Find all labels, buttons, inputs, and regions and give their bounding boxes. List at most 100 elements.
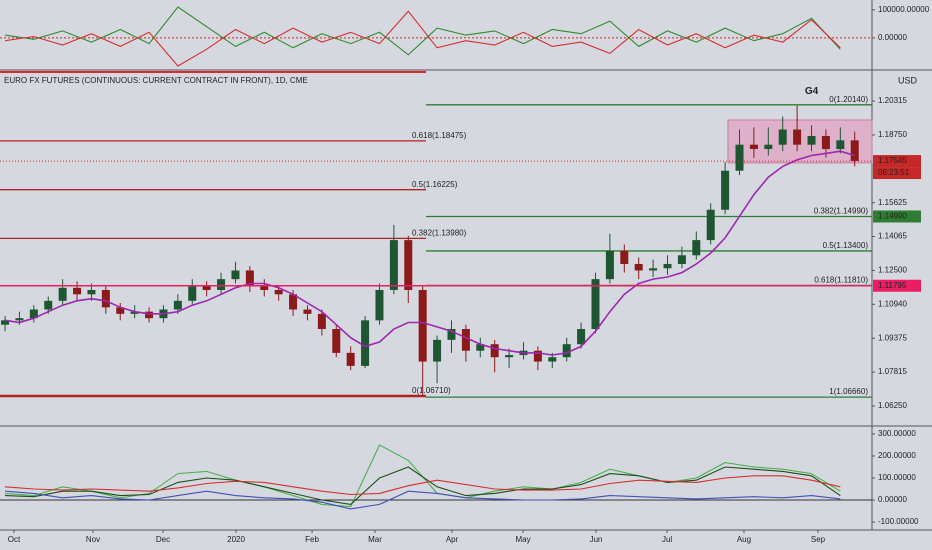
y-tick-label: 100.00000 (878, 473, 916, 482)
fib-label: 0.5(1.16225) (412, 180, 458, 189)
y-tick-label: 1.20315 (878, 96, 907, 105)
candle-body (663, 263, 672, 269)
x-tick-label: Oct (8, 535, 21, 544)
candle-body (706, 209, 715, 241)
countdown-box (873, 167, 921, 180)
candle-body (130, 311, 139, 314)
countdown: 06:23:51 (878, 168, 910, 177)
x-tick-label: Jul (662, 535, 672, 544)
candle-body (303, 309, 312, 314)
candle-body (562, 344, 571, 358)
candle-body (332, 329, 341, 353)
y-tick-label: 0.00000 (878, 495, 907, 504)
candle-body (634, 263, 643, 271)
candle-body (476, 344, 485, 351)
price-marker (873, 155, 921, 168)
chart-title: EURO FX FUTURES (CONTINUOUS: CURRENT CON… (4, 76, 308, 85)
candle-body (836, 140, 845, 150)
candle-body (605, 250, 614, 280)
y-tick-label: 1.10940 (878, 299, 907, 308)
price-marker-label: 1.14990 (878, 212, 907, 221)
y-tick-label: 1.06250 (878, 401, 907, 410)
candle-body (116, 307, 125, 314)
candle-body (721, 170, 730, 210)
candle-body (101, 289, 110, 308)
candle-body (231, 270, 240, 280)
candle-body (591, 279, 600, 330)
fib-label: 0.618(1.11810) (814, 276, 868, 285)
y-tick-label: 200.00000 (878, 451, 916, 460)
x-tick-label: 2020 (227, 535, 245, 544)
y-tick-label: 1.07815 (878, 367, 907, 376)
fib-label: 0.618(1.18475) (412, 131, 467, 140)
candle-body (389, 240, 398, 290)
candle-body (447, 329, 456, 340)
candle-body (677, 255, 686, 264)
candle-body (461, 329, 470, 351)
candle-body (173, 300, 182, 310)
series-line (4, 6, 841, 56)
fib-label: 0.382(1.14990) (814, 207, 869, 216)
candle-body (87, 289, 96, 295)
candle-body (217, 279, 226, 290)
candle-body (850, 140, 859, 161)
series-line (4, 490, 841, 510)
candle-body (73, 287, 82, 295)
y-tick-label: 300.00000 (878, 429, 916, 438)
candle-body (274, 289, 283, 295)
candle-body (289, 294, 298, 310)
candle-body (735, 144, 744, 171)
fib-label: 0(1.06710) (412, 386, 451, 395)
candle-body (620, 250, 629, 264)
candle-body (692, 240, 701, 256)
candle-body (649, 268, 658, 271)
candle-body (375, 289, 384, 321)
candle-body (404, 240, 413, 290)
candle-body (361, 320, 370, 366)
y-tick-label: 1.18750 (878, 130, 907, 139)
x-tick-label: Sep (811, 535, 826, 544)
candle-body (548, 357, 557, 362)
candle-body (505, 355, 514, 358)
y-tick-label: 1.09375 (878, 333, 907, 342)
y-tick-label: 1.15625 (878, 198, 907, 207)
x-tick-label: Feb (305, 535, 319, 544)
candle-body (821, 136, 830, 150)
y-tick-label: -100.00000 (878, 517, 919, 526)
x-tick-label: May (515, 535, 530, 544)
candle-body (418, 289, 427, 362)
candle-body (533, 350, 542, 362)
candle-body (1, 320, 10, 325)
candle-body (145, 311, 154, 319)
candle-body (433, 339, 442, 362)
candle-body (490, 344, 499, 358)
x-tick-label: Aug (737, 535, 751, 544)
candle-body (44, 300, 53, 310)
unit-label: USD (898, 75, 918, 85)
price-marker-label: 1.11795 (878, 281, 907, 290)
x-tick-label: Nov (86, 535, 100, 544)
fib-label: 0.382(1.13980) (412, 228, 467, 237)
price-marker (873, 279, 921, 292)
y-tick-label: 0.00000 (878, 33, 907, 42)
y-tick-label: 100000.00000 (878, 5, 930, 14)
candle-body (778, 129, 787, 145)
x-tick-label: Dec (156, 535, 170, 544)
x-tick-label: Jun (590, 535, 603, 544)
series-line (4, 10, 841, 67)
candle-body (749, 144, 758, 150)
price-marker-label: 1.17545 (878, 156, 907, 165)
x-tick-label: Mar (368, 535, 382, 544)
series-line (4, 150, 855, 356)
candle-body (807, 136, 816, 145)
fib-label: 1(1.06660) (829, 387, 868, 396)
fib-label: 0(1.20140) (829, 95, 868, 104)
annotation: G4 (805, 86, 819, 97)
fib-label: 0.5(1.13400) (823, 241, 869, 250)
candle-body (202, 285, 211, 290)
candle-body (260, 285, 269, 290)
candle-body (245, 270, 254, 286)
